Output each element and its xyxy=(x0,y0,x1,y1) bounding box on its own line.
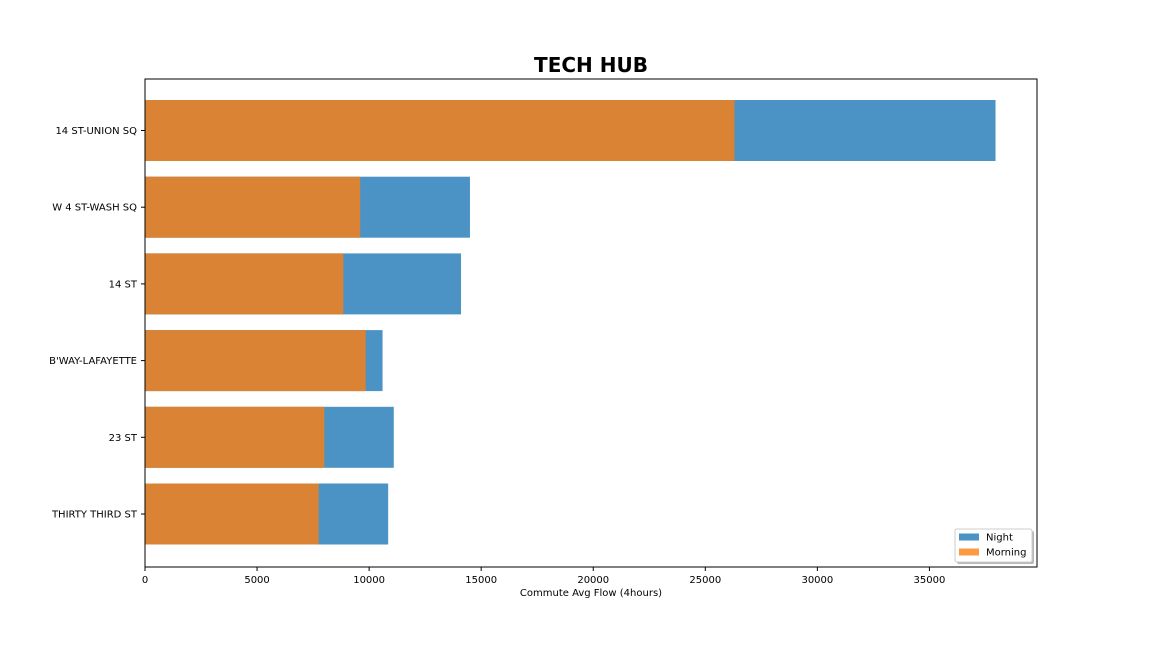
legend-swatch-morning xyxy=(959,548,979,556)
legend-label-morning: Morning xyxy=(986,548,1026,559)
legend: Night Morning xyxy=(954,528,1034,564)
x-tick-label-3: 15000 xyxy=(465,575,497,586)
legend-swatch-night xyxy=(959,533,979,541)
bar-morning-1 xyxy=(145,176,361,238)
plot-frame xyxy=(144,78,1038,568)
bar-morning-3 xyxy=(145,330,366,392)
y-tick-label-3: B'WAY-LAFAYETTE xyxy=(49,356,137,367)
x-tick-label-1: 5000 xyxy=(244,575,269,586)
y-tick-label-0: 14 ST-UNION SQ xyxy=(55,126,137,137)
y-axis: 14 ST-UNION SQ W 4 ST-WASH SQ 14 ST B'WAY-L… xyxy=(49,126,145,521)
bar-morning-5 xyxy=(145,483,319,545)
x-tick-label-4: 20000 xyxy=(577,575,609,586)
bar-morning-2 xyxy=(145,253,344,315)
y-tick-label-4: 23 ST xyxy=(109,433,138,444)
y-tick-label-1: W 4 ST-WASH SQ xyxy=(52,203,137,214)
bar-morning-4 xyxy=(145,406,325,468)
y-tick-label-2: 14 ST xyxy=(109,279,138,290)
x-axis-label: Commute Avg Flow (4hours) xyxy=(520,588,662,599)
x-tick-label-0: 0 xyxy=(142,575,148,586)
chart-title: TECH HUB xyxy=(534,53,648,77)
x-tick-label-5: 25000 xyxy=(689,575,721,586)
legend-label-night: Night xyxy=(986,533,1013,544)
x-tick-label-6: 30000 xyxy=(801,575,833,586)
x-tick-label-7: 35000 xyxy=(914,575,946,586)
bar-morning-0 xyxy=(145,100,735,161)
y-tick-label-5: THIRTY THIRD ST xyxy=(51,510,138,521)
x-tick-label-2: 10000 xyxy=(353,575,385,586)
x-axis: 0 5000 10000 15000 20000 25000 30000 35000 xyxy=(142,567,946,586)
bars xyxy=(145,100,996,545)
